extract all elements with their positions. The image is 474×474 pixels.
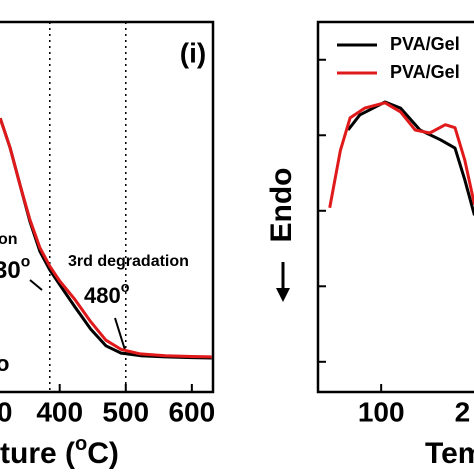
series-line [328,101,474,209]
legend-label: PVA/Gel [390,62,460,82]
chart-title: (i) [180,37,206,68]
pointer [29,279,43,291]
left-frame [0,20,215,394]
x-tick-label: 100 [358,396,405,427]
pointer [114,317,126,351]
endo-arrow-head [276,288,290,302]
annotation-sup: o [121,280,130,296]
right-frame [316,20,474,394]
annotation: 30o [0,254,30,285]
annotation-text: 30 [0,257,21,284]
annotation: 480o [84,280,130,308]
x-tick-label: 500 [102,396,149,427]
annotation: o [0,351,9,376]
annotation-text: o [0,351,9,376]
annotation: 3rd degradation [68,253,189,270]
legend-label: PVA/Gel [390,34,460,54]
annotation-sup: o [21,254,31,271]
annotation-text: 3rd degradation [68,253,189,270]
x-tick-label: 600 [168,396,215,427]
y-label: Endo [265,168,298,243]
annotation-text: on [0,231,18,248]
x-label: Tem [425,437,474,470]
series-line [0,117,212,359]
annotation-text: 480 [84,283,121,308]
x-label-text: ture ( [0,437,75,470]
x-tick-label: 400 [36,396,83,427]
x-tick-label: 2 [455,396,471,427]
annotation: on [0,231,18,248]
x-tick-label: 0 [0,396,12,427]
x-label-end: C) [87,437,119,470]
x-label: ture (oC) [0,433,119,470]
x-label-sup: o [75,433,87,455]
